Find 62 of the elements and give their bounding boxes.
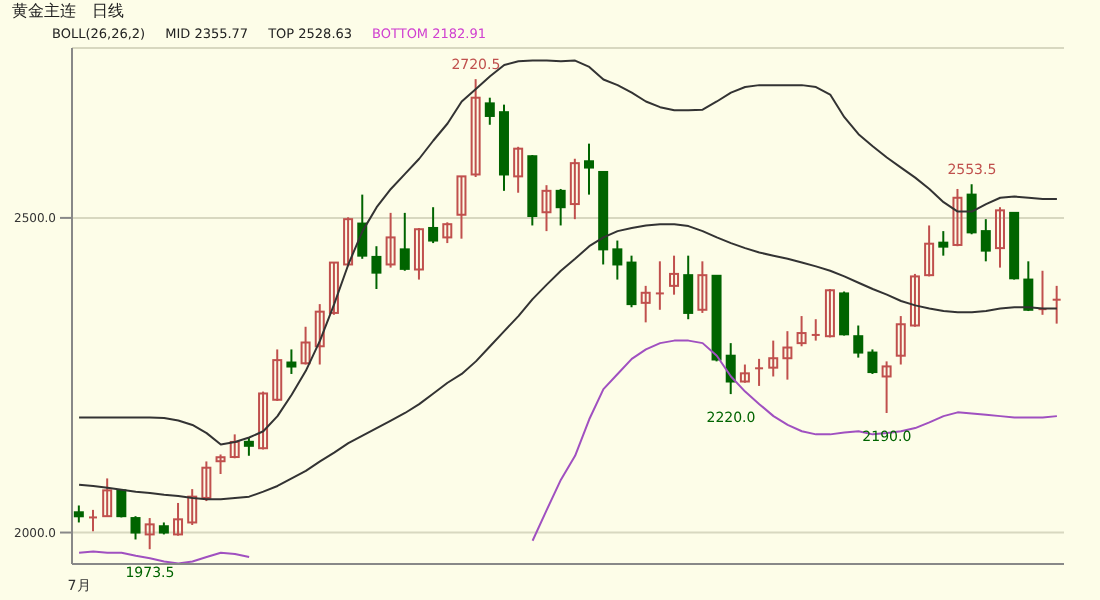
candlestick	[1023, 260, 1034, 313]
candlestick	[144, 517, 155, 551]
candlestick	[399, 211, 410, 272]
candlestick	[952, 187, 963, 248]
candlestick	[782, 330, 793, 381]
candlestick	[640, 284, 651, 324]
candlestick	[470, 78, 481, 178]
candlestick	[669, 254, 680, 296]
candlestick	[768, 339, 779, 378]
candlestick	[584, 142, 595, 196]
candlestick	[173, 501, 184, 537]
candlestick	[513, 145, 524, 194]
candlestick	[229, 433, 240, 460]
candlestick	[895, 315, 906, 366]
candlestick	[739, 363, 750, 384]
candlestick	[796, 315, 807, 348]
candlestick	[626, 254, 637, 309]
candlestick	[314, 303, 325, 366]
candlestick	[683, 254, 694, 321]
candlestick	[343, 216, 354, 268]
chart-subtitle: 日线	[92, 2, 124, 20]
candlestick	[867, 348, 878, 375]
candlestick	[824, 288, 835, 339]
candlestick	[300, 325, 311, 366]
candlestick	[428, 206, 439, 245]
candlestick	[286, 348, 297, 375]
candlestick	[612, 239, 623, 281]
candlestick	[456, 175, 467, 240]
candlestick	[655, 260, 664, 311]
candlestick	[89, 508, 98, 533]
candlestick	[909, 272, 920, 328]
candlestick	[130, 515, 141, 541]
candlestick	[243, 436, 254, 457]
candlestick	[413, 226, 424, 281]
candlestick	[924, 224, 935, 278]
candlestick	[385, 211, 396, 269]
candlestick	[839, 290, 850, 337]
candlestick	[484, 96, 495, 126]
candlestick	[201, 460, 212, 503]
candlestick	[102, 477, 113, 518]
candlestick	[725, 342, 736, 396]
candlestick	[1052, 284, 1061, 325]
candlestick	[555, 187, 566, 227]
candlestick	[755, 357, 764, 387]
candlestick	[994, 206, 1005, 269]
candlestick	[328, 261, 339, 316]
candlestick	[853, 324, 864, 359]
candlestick	[938, 230, 949, 257]
candlestick	[541, 184, 552, 233]
candlestick	[966, 183, 977, 236]
candlestick	[881, 360, 892, 414]
candlestick	[980, 218, 991, 263]
chart-title: 黄金主连	[12, 2, 76, 20]
candlestick	[371, 245, 382, 291]
candlestick	[569, 157, 580, 221]
candlestick	[697, 260, 708, 314]
candlestick	[442, 221, 453, 245]
candlestick	[811, 318, 820, 342]
candlestick	[258, 390, 269, 451]
candlestick	[187, 488, 198, 526]
candlestick	[272, 348, 283, 403]
candlestick	[215, 453, 226, 476]
